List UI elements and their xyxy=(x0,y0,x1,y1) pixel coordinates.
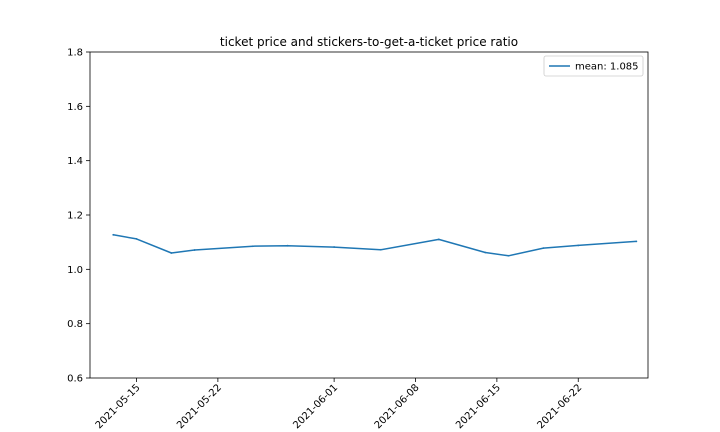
chart-title: ticket price and stickers-to-get-a-ticke… xyxy=(220,35,518,49)
data-point xyxy=(135,238,138,240)
data-point xyxy=(112,233,115,236)
data-point xyxy=(577,244,580,247)
legend-box xyxy=(543,55,644,77)
data-point xyxy=(251,245,254,248)
data-point xyxy=(170,252,173,254)
data-point xyxy=(333,246,336,248)
data-point xyxy=(542,247,545,250)
data-point xyxy=(193,249,196,251)
y-tick-label: 1.8 xyxy=(67,48,83,59)
x-tick-label: 2021-06-15 xyxy=(454,382,503,431)
y-tick-label: 1.6 xyxy=(67,102,83,113)
data-point xyxy=(379,248,382,251)
x-tick-label: 2021-06-22 xyxy=(535,382,584,431)
y-tick-label: 0.8 xyxy=(67,319,83,330)
data-point xyxy=(507,254,510,257)
y-tick-label: 1.2 xyxy=(67,211,83,222)
data-point xyxy=(635,240,638,243)
plot-frame xyxy=(89,51,649,379)
y-tick-label: 1.4 xyxy=(67,156,83,167)
data-point xyxy=(437,238,440,241)
x-tick-label: 2021-05-15 xyxy=(94,382,143,431)
legend-label: mean: 1.085 xyxy=(575,62,639,73)
data-point xyxy=(286,244,289,247)
series-line xyxy=(113,234,637,257)
data-point xyxy=(484,251,487,254)
y-tick-label: 1.0 xyxy=(67,265,83,276)
x-tick-label: 2021-05-22 xyxy=(175,382,224,431)
x-tick-label: 2021-06-08 xyxy=(373,382,422,431)
x-tick-label: 2021-06-01 xyxy=(291,382,340,431)
y-tick-label: 0.6 xyxy=(67,374,83,385)
